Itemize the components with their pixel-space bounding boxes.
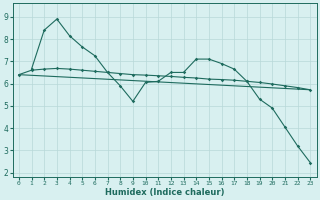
X-axis label: Humidex (Indice chaleur): Humidex (Indice chaleur) xyxy=(105,188,224,197)
